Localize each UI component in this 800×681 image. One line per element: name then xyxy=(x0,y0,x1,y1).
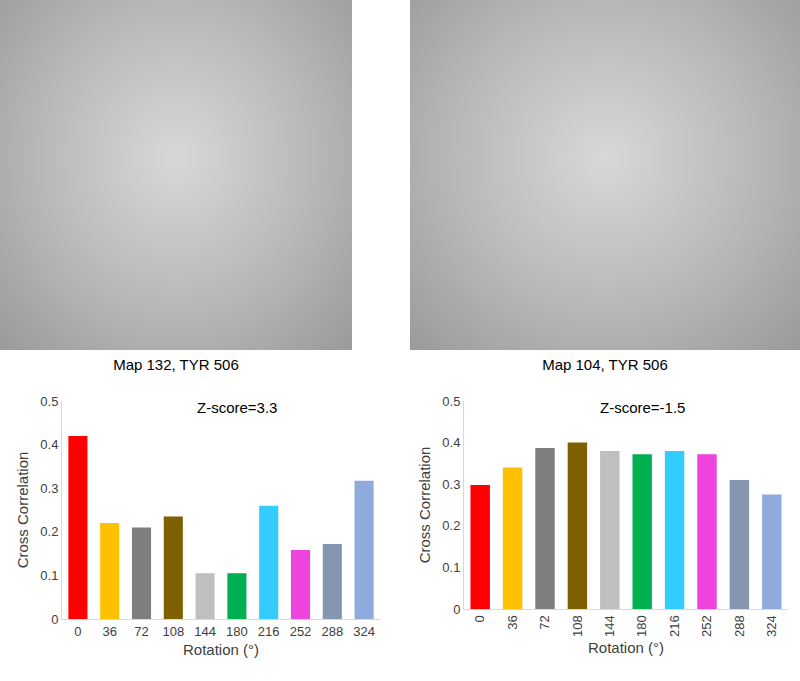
svg-text:216: 216 xyxy=(258,624,280,639)
svg-text:288: 288 xyxy=(732,615,747,637)
svg-text:288: 288 xyxy=(321,624,343,639)
svg-text:252: 252 xyxy=(699,615,714,637)
svg-text:0.2: 0.2 xyxy=(40,524,58,539)
svg-text:0.5: 0.5 xyxy=(442,394,460,409)
svg-text:0: 0 xyxy=(74,624,81,639)
svg-text:0.1: 0.1 xyxy=(40,568,58,583)
svg-text:144: 144 xyxy=(194,624,216,639)
svg-text:Rotation (°): Rotation (°) xyxy=(183,641,259,658)
svg-text:252: 252 xyxy=(290,624,312,639)
svg-text:0.1: 0.1 xyxy=(442,560,460,575)
svg-text:108: 108 xyxy=(570,615,585,637)
svg-text:108: 108 xyxy=(162,624,184,639)
html-text:Map 104, TYR 506: Map 104, TYR 506 xyxy=(542,356,668,373)
svg-text:324: 324 xyxy=(353,624,375,639)
svg-text:0: 0 xyxy=(472,615,487,622)
svg-text:0: 0 xyxy=(453,602,460,617)
svg-text:0.2: 0.2 xyxy=(442,518,460,533)
svg-text:0: 0 xyxy=(51,612,58,627)
html-text:Map 132, TYR 506: Map 132, TYR 506 xyxy=(113,356,239,373)
svg-text:0.3: 0.3 xyxy=(442,477,460,492)
svg-text:0.4: 0.4 xyxy=(442,435,460,450)
svg-text:Z-score=3.3: Z-score=3.3 xyxy=(197,399,277,416)
svg-text:72: 72 xyxy=(134,624,148,639)
svg-text:Cross Correlation: Cross Correlation xyxy=(416,447,433,564)
svg-text:36: 36 xyxy=(102,624,116,639)
svg-text:324: 324 xyxy=(764,615,779,637)
svg-text:0.3: 0.3 xyxy=(40,481,58,496)
svg-text:Z-score=-1.5: Z-score=-1.5 xyxy=(600,399,685,416)
svg-text:0.5: 0.5 xyxy=(40,394,58,409)
svg-text:36: 36 xyxy=(505,615,520,629)
svg-text:72: 72 xyxy=(537,615,552,629)
svg-text:216: 216 xyxy=(667,615,682,637)
svg-text:Cross Correlation: Cross Correlation xyxy=(14,452,31,569)
svg-text:144: 144 xyxy=(602,615,617,637)
svg-text:0.4: 0.4 xyxy=(40,437,58,452)
svg-text:Rotation (°): Rotation (°) xyxy=(588,639,664,656)
svg-text:180: 180 xyxy=(226,624,248,639)
svg-text:180: 180 xyxy=(634,615,649,637)
